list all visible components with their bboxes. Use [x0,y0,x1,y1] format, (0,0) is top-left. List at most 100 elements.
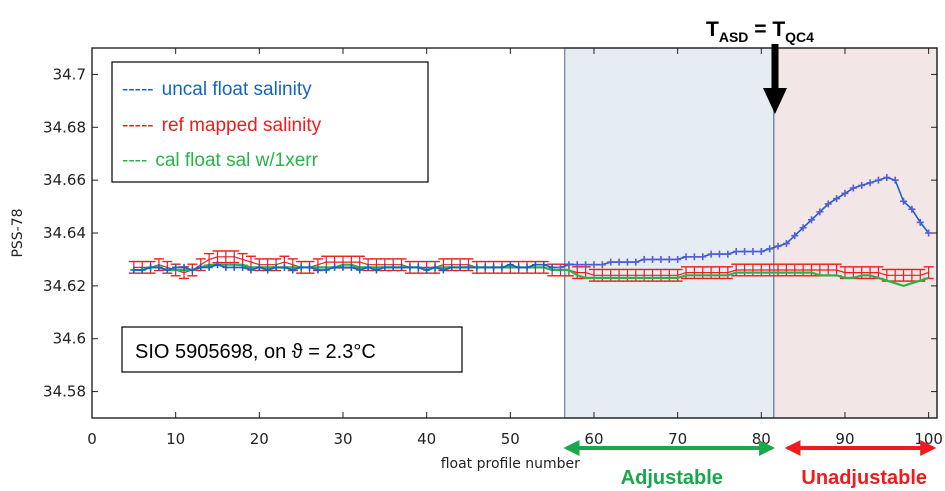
uncal-point [766,245,774,253]
annotation-text: SIO 5905698, on ϑ = 2.3°C [135,341,376,363]
uncal-point [715,250,723,258]
legend: ----- uncal float salinity ----- ref mappe… [111,61,429,183]
uncal-point [331,263,339,271]
uncal-point [130,266,138,274]
uncal-point [213,261,221,269]
uncal-point [749,248,757,255]
unadjustable-label: Unadjustable [801,467,927,489]
uncal-point [272,263,280,271]
x-tick-label: 10 [166,430,185,448]
float-annotation: SIO 5905698, on ϑ = 2.3°C [121,326,463,373]
ref-errorbar [722,266,733,280]
uncal-point [649,255,657,263]
uncal-point [180,263,188,271]
uncal-point [473,263,481,271]
x-tick-label: 50 [501,430,520,448]
y-tick-label: 34.66 [43,171,86,189]
ref-errorbar [798,263,809,277]
uncal-point [188,266,196,274]
ref-errorbar [764,263,775,277]
uncal-point [707,250,715,258]
ref-errorbar [806,263,817,277]
uncal-point [632,258,640,266]
x-tick-label: 20 [250,430,269,448]
x-axis-title: float profile number [441,456,580,472]
x-tick-label: 70 [668,430,687,448]
uncal-point [364,263,372,271]
uncal-point [573,261,581,269]
ref-errorbar [588,268,599,282]
uncal-point [891,176,899,184]
ref-errorbar [789,263,800,277]
uncal-point [306,263,314,271]
ref-errorbar [229,250,240,264]
ref-errorbar [664,268,675,282]
uncal-point [255,263,263,271]
uncal-point [557,263,565,271]
uncal-point [925,229,933,237]
x-tick-label: 0 [87,430,97,448]
uncal-point [448,263,456,271]
tasd-tqc4-label: TASD = TQC4 [706,18,814,45]
x-tick-label: 80 [752,430,771,448]
uncal-point [431,263,439,271]
uncal-point [590,261,598,269]
uncal-point [640,255,648,263]
uncal-point [908,205,916,213]
cal-float-line [133,263,929,288]
uncal-point [381,263,389,271]
uncal-point [774,242,782,250]
uncal-point [289,266,297,274]
ref-errorbar [597,268,608,282]
uncal-point [824,200,832,208]
ref-errorbar [647,268,658,282]
x-tick-label: 90 [835,430,854,448]
uncal-point [147,263,155,271]
ref-errorbar [697,266,708,280]
uncal-point [406,263,414,271]
uncal-point [916,218,924,226]
ref-errorbar [773,263,784,277]
uncal-point [816,208,824,216]
legend-entry-ref: ----- ref mapped salinity [122,115,322,136]
uncal-point [481,263,489,271]
uncal-point [205,263,213,271]
ref-errorbar [856,266,867,280]
uncal-point [791,232,799,240]
uncal-point [690,253,698,261]
ref-errorbar [898,268,909,282]
uncal-point [833,195,841,203]
uncal-point [456,263,464,271]
uncal-point [247,266,255,274]
ref-errorbar [622,268,633,282]
uncal-point [548,263,556,271]
ref-errorbar [630,268,641,282]
uncal-point [732,248,740,255]
uncal-point [239,263,247,271]
uncal-point [523,263,531,271]
uncal-point [665,255,673,263]
uncal-point [682,253,690,261]
uncal-point [498,263,506,271]
legend-entry-uncal: ----- uncal float salinity [122,79,312,100]
ref-errorbar [681,266,692,280]
uncal-point [339,263,347,271]
uncal-point [674,255,682,263]
uncal-point [264,266,272,274]
uncal-point [138,266,146,274]
uncal-point [222,263,230,271]
uncal-float-series [130,174,933,274]
ref-errorbar [689,266,700,280]
uncal-point [490,263,498,271]
ref-errorbar [655,268,666,282]
uncal-point [883,174,891,181]
uncal-point [230,263,238,271]
uncal-point [163,266,171,274]
uncal-point [849,184,857,192]
uncal-point [414,263,422,271]
uncal-point [531,261,539,269]
uncal-point [623,258,631,266]
x-tick-label: 30 [333,430,352,448]
ref-errorbar [756,263,767,277]
